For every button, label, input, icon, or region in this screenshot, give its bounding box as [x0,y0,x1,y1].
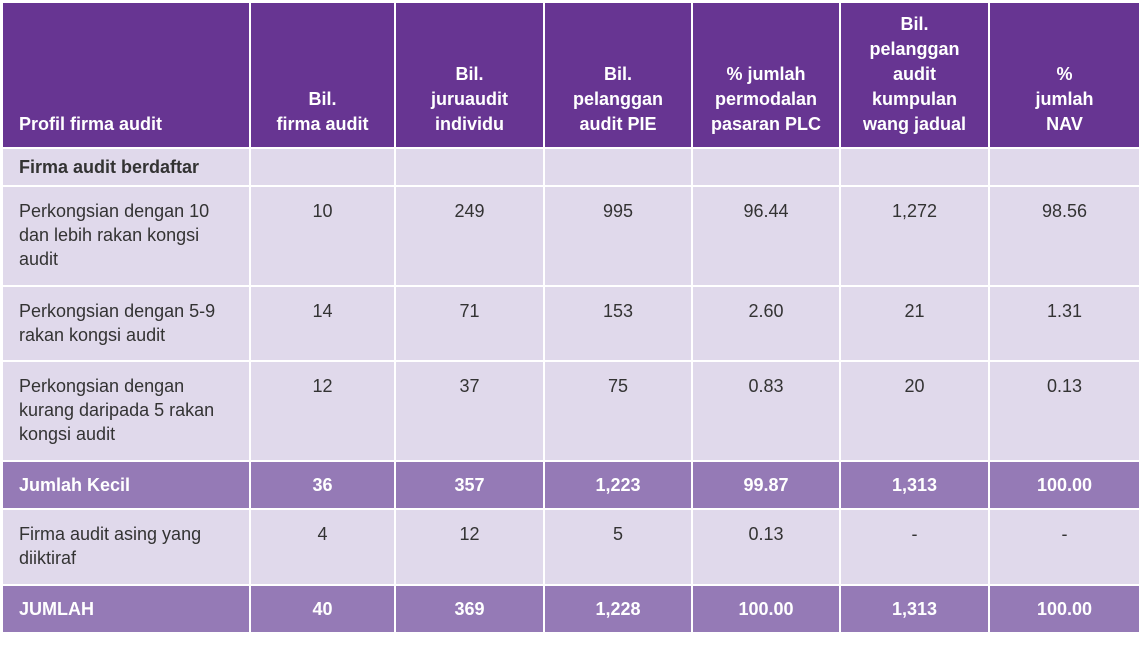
header-line: audit PIE [579,114,657,134]
cell-value: 249 [394,185,545,287]
cell-value: 1,313 [839,584,990,634]
cell-value: 71 [394,285,545,362]
cell-value: 1,228 [543,584,693,634]
cell-value: 21 [839,285,990,362]
cell-value: 1,223 [543,460,693,510]
header-line: audit [893,64,936,84]
cell-value: 2.60 [691,285,841,362]
cell-value: - [839,508,990,586]
header-line: % jumlah [726,64,806,84]
cell-value: 98.56 [988,185,1141,287]
table-row: Firma audit berdaftar [1,147,1141,187]
header-line: juruaudit [431,89,508,109]
column-header: % jumlah NAV [988,1,1141,149]
cell-value: 99.87 [691,460,841,510]
header-line: Bil. [455,64,484,84]
cell-value: 1,313 [839,460,990,510]
empty-cell [394,147,545,187]
cell-value: 37 [394,360,545,462]
header-line: firma audit [276,114,369,134]
cell-value: 995 [543,185,693,287]
empty-cell [543,147,693,187]
cell-value: 0.83 [691,360,841,462]
cell-value: 12 [394,508,545,586]
cell-value: 0.13 [988,360,1141,462]
header-line: Bil. [603,64,632,84]
header-line: Profil firma audit [19,114,163,134]
audit-table: Profil firma audit Bil. firma audit Bil. jur… [1,1,1141,634]
column-header: Profil firma audit [1,1,251,149]
column-header: Bil. pelanggan audit PIE [543,1,693,149]
row-label: Perkongsian dengan 10 dan lebih rakan ko… [1,185,251,287]
header-line: Bil. [900,14,929,34]
column-header: Bil. juruaudit individu [394,1,545,149]
row-label: Jumlah Kecil [1,460,251,510]
row-label: Perkongsian dengan 5-9 rakan kongsi audi… [1,285,251,362]
cell-value: 100.00 [691,584,841,634]
cell-value: 14 [249,285,396,362]
header-line: wang jadual [862,114,967,134]
cell-value: 12 [249,360,396,462]
cell-value: 100.00 [988,584,1141,634]
cell-value: 20 [839,360,990,462]
table-body: Firma audit berdaftar Perkongsian dengan … [1,147,1141,634]
cell-value: 40 [249,584,396,634]
empty-cell [988,147,1141,187]
table-row: Perkongsian dengan 5-9 rakan kongsi audi… [1,285,1141,362]
header-line: kumpulan [871,89,957,109]
table-row: Perkongsian dengan 10 dan lebih rakan ko… [1,185,1141,287]
cell-value: - [988,508,1141,586]
column-header: Bil. firma audit [249,1,396,149]
table-row: Perkongsian dengan kurang daripada 5 rak… [1,360,1141,462]
row-label: Firma audit berdaftar [1,147,251,187]
row-label: JUMLAH [1,584,251,634]
column-header: % jumlah permodalan pasaran PLC [691,1,841,149]
header-line: % [1056,64,1073,84]
header-row: Profil firma audit Bil. firma audit Bil. jur… [1,1,1141,149]
cell-value: 96.44 [691,185,841,287]
empty-cell [839,147,990,187]
cell-value: 1,272 [839,185,990,287]
cell-value: 1.31 [988,285,1141,362]
header-line: jumlah [1035,89,1094,109]
cell-value: 10 [249,185,396,287]
empty-cell [691,147,841,187]
header-line: individu [435,114,504,134]
cell-value: 100.00 [988,460,1141,510]
cell-value: 36 [249,460,396,510]
table-header: Profil firma audit Bil. firma audit Bil. jur… [1,1,1141,149]
cell-value: 153 [543,285,693,362]
table-row: Firma audit asing yang diiktiraf 4 12 5 0.13… [1,508,1141,586]
column-header: Bil. pelanggan audit kumpulan wang jadual [839,1,990,149]
row-label: Perkongsian dengan kurang daripada 5 rak… [1,360,251,462]
cell-value: 75 [543,360,693,462]
header-line: permodalan [714,89,818,109]
cell-value: 0.13 [691,508,841,586]
header-line: Bil. [308,89,337,109]
cell-value: 369 [394,584,545,634]
empty-cell [249,147,396,187]
cell-value: 5 [543,508,693,586]
row-label: Firma audit asing yang diiktiraf [1,508,251,586]
header-line: pelanggan [869,39,960,59]
table-row: Jumlah Kecil 36 357 1,223 99.87 1,313 100.00 [1,460,1141,510]
cell-value: 357 [394,460,545,510]
table-row: JUMLAH 40 369 1,228 100.00 1,313 100.00 [1,584,1141,634]
header-line: pasaran PLC [710,114,822,134]
header-line: NAV [1046,114,1083,134]
cell-value: 4 [249,508,396,586]
header-line: pelanggan [572,89,663,109]
